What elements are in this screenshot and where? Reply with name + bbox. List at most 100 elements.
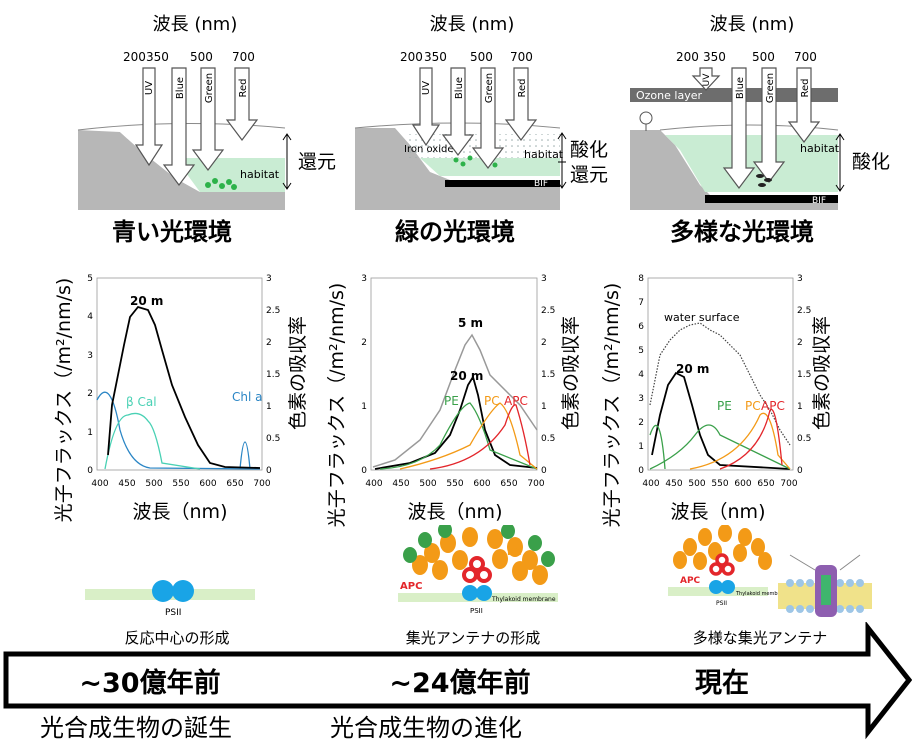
arrow-label-blue: Blue <box>454 77 465 99</box>
timeline-arrow: ~30億年前 ~24億年前 現在 <box>3 622 912 740</box>
y-right-tick: 1 <box>541 402 547 412</box>
era-label: ~24億年前 <box>389 667 530 699</box>
tree-icon <box>639 111 653 125</box>
habitat-zone <box>420 158 560 176</box>
wl-tick: 350 <box>424 50 447 64</box>
x-tick: 500 <box>688 479 705 489</box>
arrow-label-green: Green <box>765 73 776 103</box>
membrane-protein-illustration <box>778 554 872 617</box>
x-tick: 650 <box>226 479 243 489</box>
land <box>78 130 285 210</box>
wl-tick: 350 <box>146 50 169 64</box>
chart-3: 光子フラックス（/m²/nm/s) 色素の吸収率 0 1 2 3 4 5 6 7… <box>601 274 833 527</box>
x-tick: 650 <box>500 479 517 489</box>
y-right-tick: 2.5 <box>797 306 811 316</box>
thylakoid-label: Thylakoid membrane <box>735 591 789 597</box>
era-label: 現在 <box>695 668 749 699</box>
thylakoid-label: Thylakoid membrane <box>491 596 556 603</box>
x-tick: 450 <box>392 479 409 489</box>
y-right-label: 色素の吸収率 <box>287 316 309 430</box>
y-left-tick: 2 <box>638 418 644 428</box>
wl-tick: 500 <box>470 50 493 64</box>
y-right-tick: 0 <box>541 466 547 476</box>
20m-irradiance-curve <box>651 371 791 470</box>
y-left-tick: 0 <box>361 466 367 476</box>
y-right-tick: 3 <box>541 274 547 284</box>
y-right-label: 色素の吸収率 <box>811 316 833 430</box>
y-right-tick: 3 <box>797 274 803 284</box>
antenna-illustrations: PSII 反応中心の形成 PC APC PSII Thylakoid membr… <box>85 525 872 647</box>
light-environment-panels: 波長 (nm) 200 350 500 700 habitat UV Blue … <box>77 14 890 246</box>
curve-label-chla: Chl a <box>232 390 263 404</box>
y-left-tick: 5 <box>87 274 93 284</box>
bottom-label-evolution: 光合成生物の進化 <box>330 714 522 742</box>
environment-label: 緑の光環境 <box>395 218 515 246</box>
apc-curve <box>429 404 531 470</box>
panel-2-wavelength-title: 波長 (nm) <box>430 14 515 35</box>
arrow-label-green: Green <box>204 73 215 103</box>
curve-label-bcal: β Cal <box>126 395 157 409</box>
red-arrow <box>225 67 259 141</box>
red-arrow <box>504 67 538 141</box>
y-right-label: 色素の吸収率 <box>560 316 582 430</box>
x-tick: 500 <box>419 479 436 489</box>
water-surface <box>659 124 839 131</box>
y-left-tick: 3 <box>87 351 93 361</box>
y-left-tick: 0 <box>638 466 644 476</box>
panel-3-schematic: 波長 (nm) 200 350 500 700 Ozone layer BIF … <box>630 14 890 246</box>
uv-arrow <box>691 67 721 91</box>
bif-label: BIF <box>812 196 826 206</box>
era-label: ~30億年前 <box>79 667 220 699</box>
y-left-tick: 5 <box>638 346 644 356</box>
x-label: 波長（nm) <box>408 501 503 523</box>
panel-1-wavelength-title: 波長 (nm) <box>153 14 238 35</box>
iron-oxide-label: Iron oxide <box>404 144 453 155</box>
redox-label: 酸化 <box>852 151 890 173</box>
x-tick: 500 <box>145 479 162 489</box>
curve-label-20m: 20 m <box>130 294 163 308</box>
x-tick: 400 <box>365 479 382 489</box>
y-left-tick: 2 <box>87 389 93 399</box>
green-arrow <box>191 67 225 171</box>
diverse-antenna-illustration: APC PSII Thylakoid membrane 多様な集光アンテナ <box>668 525 872 647</box>
y-left-label: 光子フラックス（/m²/nm/s) <box>53 278 75 523</box>
psii-label: PSII <box>470 607 483 615</box>
cells-dark <box>756 174 772 187</box>
wl-tick: 200 <box>123 50 146 64</box>
curve-label-water-surface: water surface <box>664 311 740 324</box>
phycobilisome-illustration: PC APC PSII Thylakoid membrane 集光アンテナの形成 <box>398 525 558 647</box>
arrow-label-blue: Blue <box>175 77 186 99</box>
y-left-tick: 0 <box>87 466 93 476</box>
curve-label-pe: PE <box>717 399 732 413</box>
wl-tick: 700 <box>232 50 255 64</box>
y-right-tick: 1.5 <box>266 370 280 380</box>
green-cells <box>205 178 237 190</box>
time-arrow-shape <box>3 622 912 740</box>
x-tick: 700 <box>253 479 270 489</box>
green-arrow <box>471 67 505 169</box>
curve-label-20m: 20 m <box>676 362 709 376</box>
y-right-tick: 3 <box>266 274 272 284</box>
y-right-tick: 1 <box>266 402 272 412</box>
y-right-tick: 2 <box>797 338 803 348</box>
pe-curve <box>379 402 538 470</box>
x-tick: 550 <box>446 479 463 489</box>
curve-label-5m: 5 m <box>458 316 483 330</box>
y-right-tick: 2.5 <box>541 306 555 316</box>
curve-label-apc: APC <box>761 399 785 413</box>
x-tick: 450 <box>665 479 682 489</box>
chl-a-curve <box>96 391 261 470</box>
apc-label: APC <box>680 576 701 586</box>
blue-arrow <box>722 67 756 189</box>
panel-1-schematic: 波長 (nm) 200 350 500 700 habitat UV Blue … <box>77 14 336 246</box>
y-left-tick: 8 <box>638 274 644 284</box>
blue-arrow <box>162 67 196 186</box>
arrow-label-uv: UV <box>144 81 155 95</box>
y-left-tick: 3 <box>638 394 644 404</box>
bif-layer <box>445 180 560 187</box>
arrow-label-red: Red <box>238 79 249 98</box>
land <box>630 130 838 210</box>
psii-illustration: PSII 反応中心の形成 <box>85 580 255 647</box>
habitat-label: habitat <box>800 142 840 155</box>
redox-label: 還元 <box>298 151 336 173</box>
